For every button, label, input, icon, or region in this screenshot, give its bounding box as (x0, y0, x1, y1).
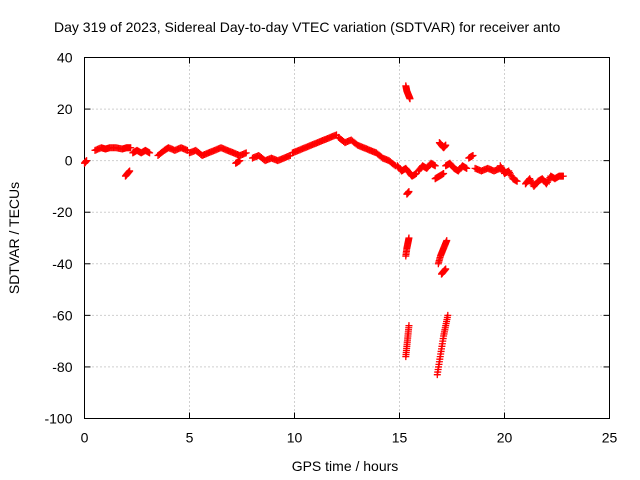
y-axis-title: SDTVAR / TECUs (6, 182, 22, 294)
data-point (527, 176, 535, 184)
data-point (559, 172, 567, 180)
data-point (497, 163, 505, 171)
y-tick-label: -20 (52, 204, 72, 220)
data-point (463, 164, 471, 172)
data-point (440, 170, 448, 178)
data-point (127, 144, 135, 152)
chart-title: Day 319 of 2023, Sidereal Day-to-day VTE… (54, 19, 561, 35)
data-point (242, 149, 250, 157)
data-point (146, 149, 154, 157)
data-point (444, 311, 452, 319)
y-tick-label: -60 (52, 307, 72, 323)
x-axis: 0 5 10 15 20 25 (81, 57, 618, 446)
data-point (469, 151, 477, 159)
data-points (81, 82, 567, 379)
data-point (405, 322, 413, 330)
data-point (527, 178, 535, 186)
y-tick-label: -80 (52, 359, 72, 375)
data-point (405, 188, 413, 196)
y-tick-label: 40 (57, 50, 73, 66)
y-tick-label: -100 (44, 411, 72, 427)
data-point (505, 167, 513, 175)
data-point (496, 162, 504, 170)
data-point (498, 165, 506, 173)
x-tick-label: 10 (287, 430, 303, 446)
data-point (526, 175, 534, 183)
data-point (507, 172, 515, 180)
data-point (126, 167, 134, 175)
y-tick-label: -40 (52, 256, 72, 272)
data-point (236, 157, 244, 165)
data-point (513, 177, 521, 185)
x-tick-label: 15 (392, 430, 408, 446)
data-point (544, 177, 552, 185)
y-axis: -100 -80 -60 -40 -20 0 20 40 (44, 50, 610, 427)
data-point (390, 161, 398, 169)
data-point (83, 157, 91, 165)
data-point (543, 180, 550, 188)
data-point (506, 170, 514, 178)
data-point (405, 234, 413, 242)
data-point (443, 237, 451, 245)
x-axis-title: GPS time / hours (292, 458, 399, 474)
x-tick-label: 20 (497, 430, 513, 446)
x-tick-label: 5 (186, 430, 194, 446)
y-tick-label: 0 (65, 153, 73, 169)
gridlines (84, 57, 610, 419)
data-point (543, 178, 551, 186)
data-point (442, 141, 450, 149)
plot-frame (84, 57, 610, 419)
data-point (442, 265, 450, 273)
x-tick-label: 25 (602, 430, 618, 446)
data-point (406, 95, 414, 103)
y-tick-label: 20 (57, 101, 73, 117)
data-point (506, 169, 514, 177)
x-tick-label: 0 (81, 430, 89, 446)
data-point (431, 162, 439, 170)
